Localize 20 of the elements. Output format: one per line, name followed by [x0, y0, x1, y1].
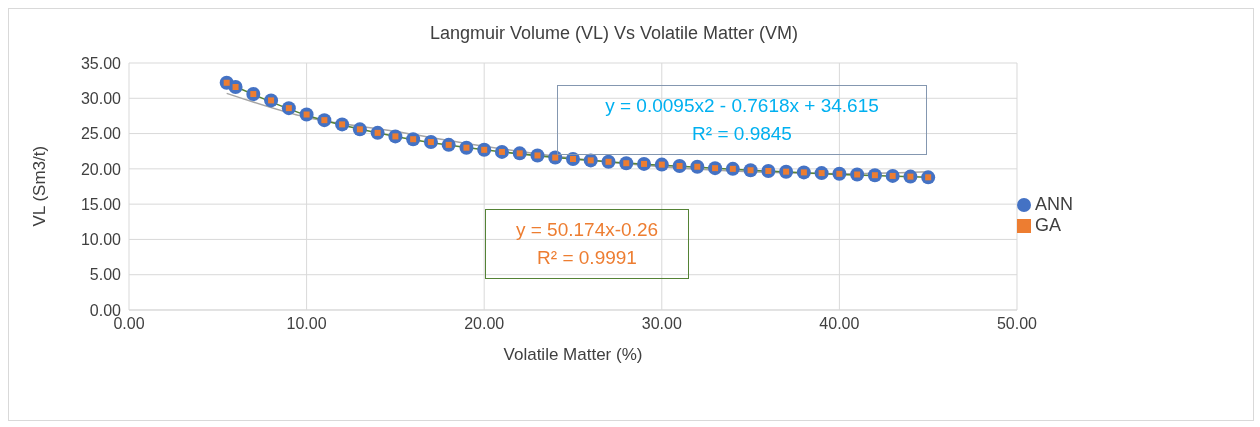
- y-tick-label: 25.00: [80, 125, 122, 143]
- x-tick-label: 30.00: [641, 315, 682, 333]
- y-tick-label: 15.00: [80, 195, 122, 213]
- equation-box: y = 50.174x-0.26 R² = 0.9991: [485, 209, 689, 279]
- x-axis-title: Volatile Matter (%): [503, 345, 643, 364]
- legend-label: ANN: [1034, 193, 1073, 214]
- x-tick-label: 50.00: [996, 315, 1038, 333]
- x-tick-label: 20.00: [464, 315, 505, 333]
- y-tick-label: 5.00: [89, 266, 122, 284]
- y-tick-label: 30.00: [80, 89, 122, 107]
- x-tick-label: 0.00: [113, 315, 145, 333]
- y-tick-label: 10.00: [80, 231, 122, 249]
- y-axis-title: VL (Sm3/t): [30, 145, 50, 227]
- y-tick-label: 35.00: [80, 54, 122, 72]
- y-tick-label: 20.00: [80, 160, 122, 178]
- x-tick-label: 10.00: [286, 315, 327, 333]
- chart-title: Langmuir Volume (VL) Vs Volatile Matter (VM): [428, 23, 800, 44]
- legend-label: GA: [1034, 214, 1061, 235]
- equation-box: y = 0.0095x2 - 0.7618x + 34.615 R² = 0.9845: [557, 85, 927, 155]
- x-tick-label: 40.00: [819, 315, 860, 333]
